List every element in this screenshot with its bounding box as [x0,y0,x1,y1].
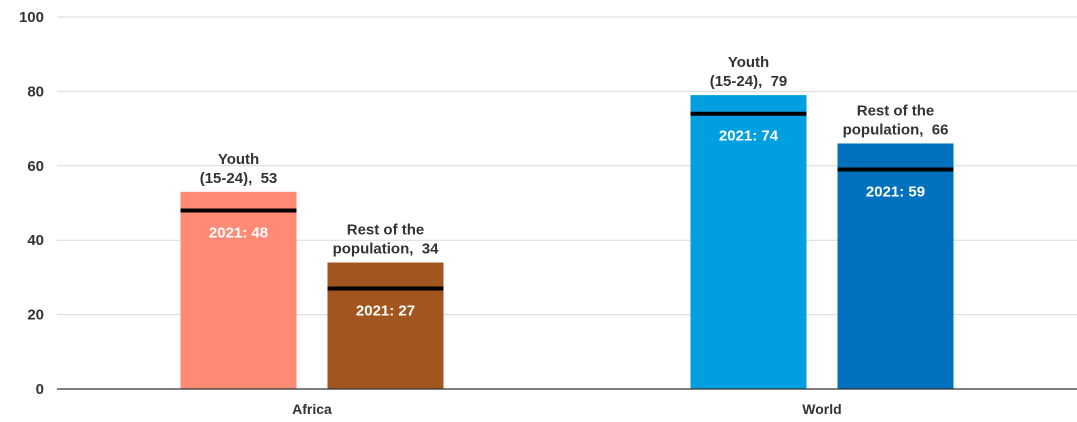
bar-data-label: (15-24), 79 [710,73,788,90]
y-tick-label: 0 [36,381,44,398]
y-tick-label: 20 [27,307,44,324]
y-tick-label: 60 [27,158,44,175]
bar-data-label: Rest of the [857,102,935,119]
bar [180,191,297,389]
reference-label: 2021: 27 [356,303,415,320]
reference-label: 2021: 59 [866,184,925,201]
bar [837,143,954,389]
bar-group: 2021: 48 Youth (15-24), 53 [180,151,297,389]
x-category-label: Africa [292,401,332,417]
bar [327,262,444,389]
x-category-label: World [802,401,841,417]
bar-data-label: Rest of the [347,222,425,239]
y-tick-label: 40 [27,232,44,249]
bar [690,95,807,390]
bar-data-label: population, 34 [333,241,439,258]
x-axis-category-labels: Africa World [292,401,842,417]
bar-data-label: Youth [218,151,259,168]
bars: 2021: 48 Youth (15-24), 53 2021: 27 Rest of … [180,54,954,390]
reference-label: 2021: 48 [209,224,268,241]
bar-group: 2021: 27 Rest of the population, 34 [327,222,444,389]
y-tick-label: 80 [27,83,44,100]
bar-data-label: Youth [728,54,769,71]
bar-data-label: (15-24), 53 [200,170,278,187]
y-axis-tick-labels: 0 20 40 60 80 100 [19,9,44,398]
bar-group: 2021: 59 Rest of the population, 66 [837,102,954,389]
bar-data-label: population, 66 [843,121,949,138]
y-tick-label: 100 [19,9,44,26]
reference-label: 2021: 74 [719,128,779,145]
bar-group: 2021: 74 Youth (15-24), 79 [690,54,807,390]
